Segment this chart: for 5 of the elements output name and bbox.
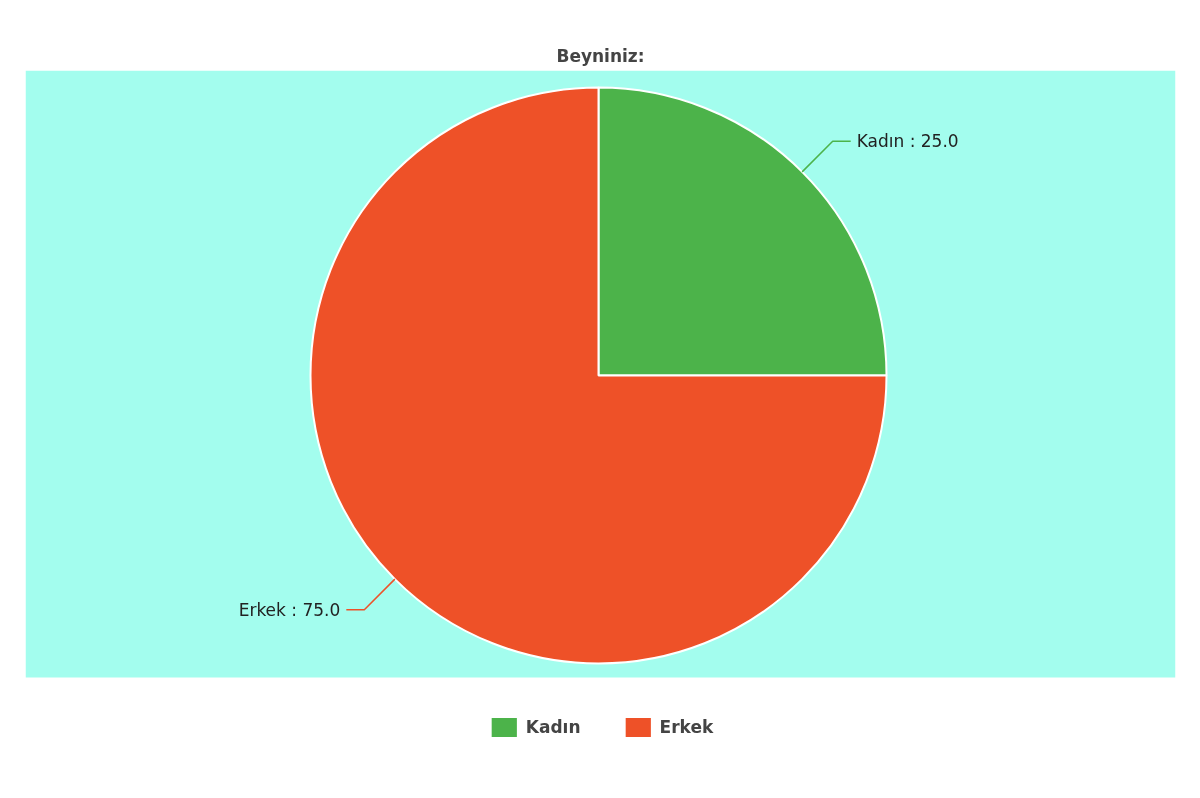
data-label: Erkek : 75.0 [238, 599, 341, 620]
data-label: Kadın : 25.0 [856, 131, 959, 152]
chart-title: Beyniniz: [556, 45, 645, 66]
legend-label: Kadın [525, 717, 581, 737]
legend-label: Erkek [659, 717, 714, 737]
